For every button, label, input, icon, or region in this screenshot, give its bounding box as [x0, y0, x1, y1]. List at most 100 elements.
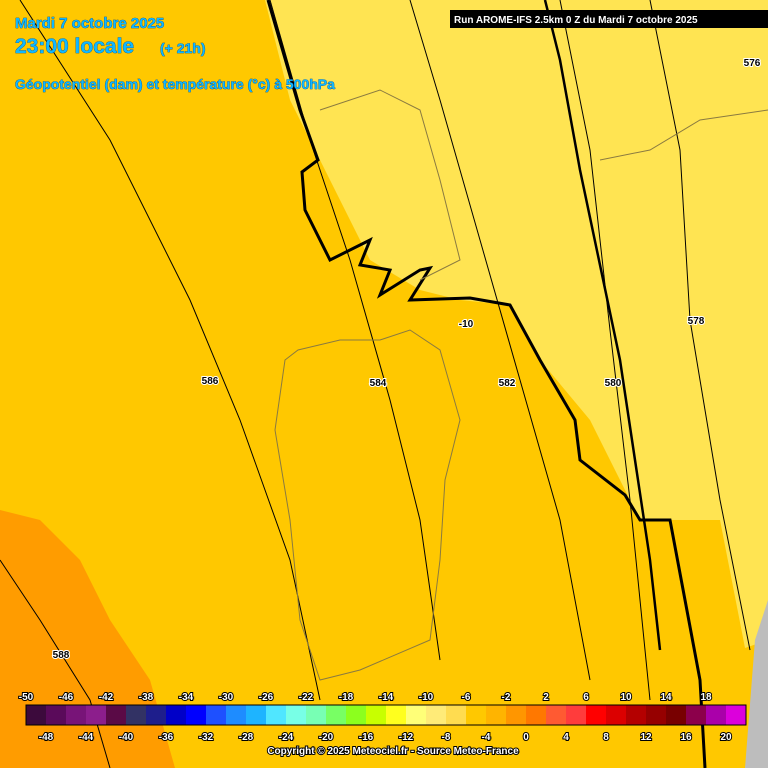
colorbar-label: -34	[179, 692, 194, 703]
colorbar-swatch	[546, 705, 566, 725]
colorbar-label: 0	[523, 732, 529, 743]
colorbar-label: 14	[660, 692, 672, 703]
contour	[19, 0, 321, 701]
colorbar-label: -20	[319, 732, 334, 743]
colorbar-swatch	[386, 705, 406, 725]
colorbar-swatch	[166, 705, 186, 725]
temp-zone	[265, 0, 768, 648]
colorbar-swatch	[106, 705, 126, 725]
colorbar-swatch	[86, 705, 106, 725]
colorbar-swatch	[566, 705, 586, 725]
colorbar-label: 20	[720, 732, 732, 743]
colorbar-label: 8	[603, 732, 609, 743]
colorbar-swatch	[626, 705, 646, 725]
colorbar-label: -32	[199, 732, 214, 743]
colorbar-label: -38	[139, 692, 154, 703]
colorbar-label: 4	[563, 732, 569, 743]
temp-zone	[0, 510, 175, 768]
colorbar-swatch	[466, 705, 486, 725]
colorbar-label: -12	[399, 732, 414, 743]
contour	[559, 0, 651, 701]
contour-label: 578	[688, 316, 705, 327]
colorbar-swatch	[286, 705, 306, 725]
colorbar-label: -26	[259, 692, 274, 703]
colorbar-label: -2	[502, 692, 511, 703]
colorbar-label: -36	[159, 732, 174, 743]
colorbar-swatch	[346, 705, 366, 725]
copyright: Copyright © 2025 Meteociel.fr - Source M…	[267, 746, 519, 757]
colorbar-swatch	[526, 705, 546, 725]
colorbar-label: -4	[482, 732, 491, 743]
colorbar-frame	[25, 704, 747, 726]
colorbar-swatch	[306, 705, 326, 725]
colorbar-label: 18	[700, 692, 712, 703]
out-of-domain	[745, 600, 768, 768]
colorbar-swatch	[266, 705, 286, 725]
colorbar-swatch	[686, 705, 706, 725]
colorbar-label: -18	[339, 692, 354, 703]
colorbar-swatch	[46, 705, 66, 725]
colorbar-swatch	[646, 705, 666, 725]
boundary	[543, 0, 662, 651]
colorbar-label: -14	[379, 692, 394, 703]
colorbar-swatch	[26, 705, 46, 725]
colorbar-swatch	[146, 705, 166, 725]
colorbar-swatch	[506, 705, 526, 725]
time: 23:00 locale	[15, 35, 134, 58]
colorbar-swatch	[66, 705, 86, 725]
colorbar-label: -46	[59, 692, 74, 703]
run-box	[450, 10, 768, 28]
contour-label: 584	[370, 378, 387, 389]
contour-label: 576	[744, 58, 761, 69]
coastline	[274, 329, 461, 681]
colorbar-label: -6	[462, 692, 471, 703]
colorbar-swatch	[206, 705, 226, 725]
colorbar-swatch	[226, 705, 246, 725]
colorbar-label: -10	[419, 692, 434, 703]
colorbar-label: -8	[442, 732, 451, 743]
colorbar-swatch	[406, 705, 426, 725]
colorbar-swatch	[586, 705, 606, 725]
colorbar-swatch	[706, 705, 726, 725]
lead: (+ 21h)	[160, 40, 206, 56]
colorbar-swatch	[246, 705, 266, 725]
colorbar-label: -24	[279, 732, 294, 743]
colorbar-label: -44	[79, 732, 94, 743]
colorbar-label: 12	[640, 732, 652, 743]
colorbar-label: 2	[543, 692, 549, 703]
colorbar-label: -28	[239, 732, 254, 743]
border	[599, 109, 768, 161]
colorbar-swatch	[366, 705, 386, 725]
colorbar-swatch	[606, 705, 626, 725]
contour	[409, 0, 591, 681]
colorbar-label: -40	[119, 732, 134, 743]
colorbar-swatch	[486, 705, 506, 725]
run-label: Run AROME-IFS 2.5km 0 Z du Mardi 7 octob…	[454, 15, 698, 26]
colorbar-label: -48	[39, 732, 54, 743]
contour-label: 586	[202, 376, 219, 387]
colorbar-swatch	[726, 705, 746, 725]
date: Mardi 7 octobre 2025	[15, 15, 164, 32]
field-title: Géopotentiel (dam) et température (°c) à…	[15, 76, 335, 92]
colorbar-label: -30	[219, 692, 234, 703]
contour-label: 582	[499, 378, 516, 389]
contour-label: -10	[459, 319, 474, 330]
contour-label: 580	[605, 378, 622, 389]
colorbar-swatch	[446, 705, 466, 725]
colorbar-swatch	[326, 705, 346, 725]
colorbar-label: -42	[99, 692, 114, 703]
colorbar-swatch	[126, 705, 146, 725]
colorbar-label: -16	[359, 732, 374, 743]
colorbar-swatch	[666, 705, 686, 725]
colorbar-label: 10	[620, 692, 632, 703]
contour-label: 588	[53, 650, 70, 661]
coastline	[319, 89, 461, 281]
colorbar-label: -22	[299, 692, 314, 703]
colorbar-label: 6	[583, 692, 589, 703]
contour	[0, 559, 111, 769]
colorbar-label: -50	[19, 692, 34, 703]
contour	[649, 0, 751, 651]
colorbar-swatch	[186, 705, 206, 725]
colorbar-label: 16	[680, 732, 692, 743]
